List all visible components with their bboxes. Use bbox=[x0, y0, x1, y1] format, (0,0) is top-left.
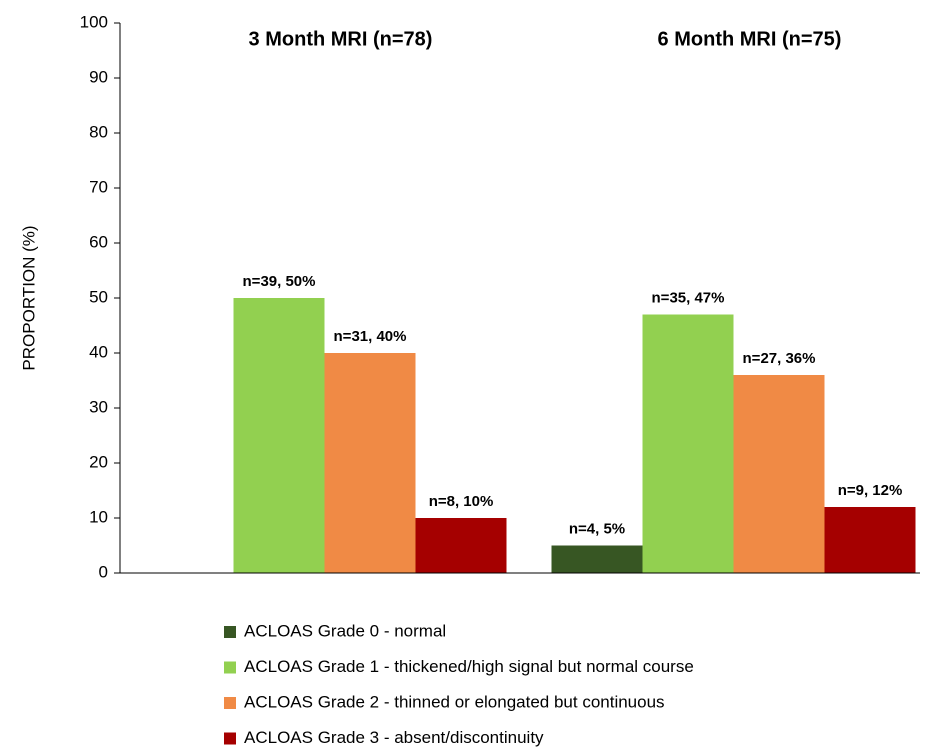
y-tick-label: 30 bbox=[89, 397, 108, 416]
bar bbox=[551, 545, 643, 573]
bar bbox=[415, 518, 507, 573]
bar bbox=[733, 375, 825, 573]
data-label: n=4, 5% bbox=[569, 520, 625, 537]
y-tick-label: 90 bbox=[89, 67, 108, 86]
legend-label: ACLOAS Grade 0 - normal bbox=[244, 621, 446, 640]
y-tick-label: 0 bbox=[99, 562, 108, 581]
bar bbox=[233, 298, 325, 573]
bar bbox=[824, 507, 916, 573]
legend-label: ACLOAS Grade 3 - absent/discontinuity bbox=[244, 728, 544, 747]
y-tick-label: 100 bbox=[80, 12, 108, 31]
y-axis-label: PROPORTION (%) bbox=[19, 225, 38, 370]
bar bbox=[324, 353, 416, 573]
data-label: n=39, 50% bbox=[243, 273, 316, 290]
bar bbox=[642, 314, 734, 573]
group-title: 3 Month MRI (n=78) bbox=[249, 28, 433, 50]
legend-label: ACLOAS Grade 1 - thickened/high signal b… bbox=[244, 657, 694, 676]
y-tick-label: 60 bbox=[89, 232, 108, 251]
y-tick-label: 70 bbox=[89, 177, 108, 196]
data-label: n=9, 12% bbox=[838, 482, 903, 499]
legend-swatch bbox=[224, 732, 236, 745]
y-tick-label: 40 bbox=[89, 342, 108, 361]
data-label: n=31, 40% bbox=[334, 328, 407, 345]
y-tick-label: 20 bbox=[89, 452, 108, 471]
legend-swatch bbox=[224, 661, 236, 674]
data-label: n=35, 47% bbox=[652, 289, 725, 306]
y-tick-label: 10 bbox=[89, 507, 108, 526]
y-tick-label: 50 bbox=[89, 287, 108, 306]
legend-label: ACLOAS Grade 2 - thinned or elongated bu… bbox=[244, 692, 665, 711]
legend-swatch bbox=[224, 697, 236, 709]
data-label: n=27, 36% bbox=[743, 350, 816, 367]
group-title: 6 Month MRI (n=75) bbox=[658, 28, 842, 50]
y-tick-label: 80 bbox=[89, 122, 108, 141]
legend-swatch bbox=[224, 626, 236, 638]
data-label: n=8, 10% bbox=[429, 493, 494, 510]
